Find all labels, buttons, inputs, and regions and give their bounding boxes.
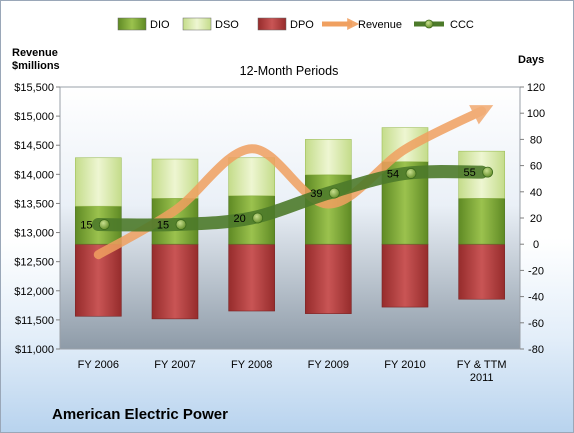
- left-tick-label: $13,500: [14, 198, 54, 210]
- bar-dso: [75, 157, 122, 207]
- left-axis: $11,000 $11,500 $12,000 $12,500 $13,000 $13,5…: [14, 82, 60, 356]
- left-tick-label: $11,500: [15, 315, 54, 327]
- revenue-series: [93, 105, 494, 260]
- left-tick-label: $14,500: [14, 140, 54, 152]
- x-axis-labels: FY 2006 FY 2007 FY 2008 FY 2009 FY 2010 FY & …: [78, 359, 507, 384]
- ccc-data-label: 15: [157, 220, 169, 232]
- ccc-data-label: 20: [234, 213, 246, 225]
- right-axis: -80 -60 -40 -20 0 20 40 60 80 100 120: [520, 82, 545, 356]
- right-axis-title: Days: [518, 54, 544, 66]
- x-axis-label: FY 2010: [384, 359, 425, 371]
- ccc-point: [328, 187, 340, 199]
- company-name: American Electric Power: [52, 406, 228, 423]
- bar-dpo: [381, 243, 429, 308]
- bar-dpo: [228, 243, 275, 312]
- legend: DIO DSO DPO Revenue CCC: [117, 17, 474, 31]
- x-axis-label: FY & TTM: [457, 359, 507, 371]
- legend-swatch-ccc-dot: [424, 19, 434, 29]
- right-tick-label: 120: [527, 82, 545, 94]
- left-tick-label: $14,000: [14, 169, 54, 181]
- legend-label: DSO: [215, 19, 239, 31]
- x-axis-label: FY 2008: [231, 359, 272, 371]
- right-tick-label: -60: [528, 318, 544, 330]
- bar-dio: [458, 198, 505, 245]
- x-axis-label: 2011: [470, 372, 494, 384]
- ccc-point: [98, 219, 110, 230]
- left-tick-label: $15,000: [14, 111, 54, 123]
- legend-label: DIO: [150, 19, 170, 31]
- left-tick-label: $12,000: [14, 286, 54, 298]
- legend-swatch-dso: [182, 17, 212, 31]
- left-axis-title-line2: $millions: [12, 60, 60, 72]
- right-tick-label: -40: [528, 292, 544, 304]
- bar-dpo: [458, 243, 505, 300]
- legend-label: Revenue: [358, 19, 402, 31]
- left-tick-label: $12,500: [14, 257, 54, 269]
- ccc-data-label: 39: [310, 188, 322, 200]
- chart-title: 12-Month Periods: [240, 64, 339, 78]
- bar-dpo: [151, 243, 199, 320]
- ccc-data-label: 15: [80, 220, 92, 232]
- revenue-line: [93, 105, 494, 260]
- bar-dpo: [305, 243, 352, 314]
- right-tick-label: 60: [530, 161, 542, 173]
- right-tick-label: 80: [530, 134, 542, 146]
- right-tick-label: 20: [530, 213, 542, 225]
- left-tick-label: $15,500: [14, 82, 54, 94]
- left-axis-title-line1: Revenue: [12, 47, 58, 59]
- ccc-point: [175, 219, 187, 230]
- ccc-point: [482, 166, 494, 178]
- bar-dso: [228, 157, 275, 197]
- ccc-series: 15 15 20 39 54 55: [80, 165, 494, 232]
- bar-dso: [305, 139, 352, 176]
- x-axis-label: FY 2006: [78, 359, 119, 371]
- x-axis-label: FY 2009: [308, 359, 349, 371]
- legend-label: DPO: [290, 19, 314, 31]
- ccc-data-label: 55: [464, 167, 476, 179]
- left-tick-label: $11,000: [15, 344, 54, 356]
- right-tick-label: -20: [528, 265, 544, 277]
- ccc-point: [252, 212, 264, 224]
- x-axis-label: FY 2007: [154, 359, 195, 371]
- ccc-point: [405, 168, 417, 179]
- legend-swatch-dpo: [257, 17, 287, 31]
- legend-label: CCC: [450, 19, 474, 31]
- right-tick-label: 100: [527, 108, 545, 120]
- left-tick-label: $13,000: [14, 228, 54, 240]
- right-tick-label: 0: [533, 239, 539, 251]
- right-tick-label: -80: [528, 344, 544, 356]
- right-tick-label: 40: [530, 187, 542, 199]
- ccc-data-label: 54: [387, 168, 399, 180]
- legend-swatch-dio: [117, 17, 147, 31]
